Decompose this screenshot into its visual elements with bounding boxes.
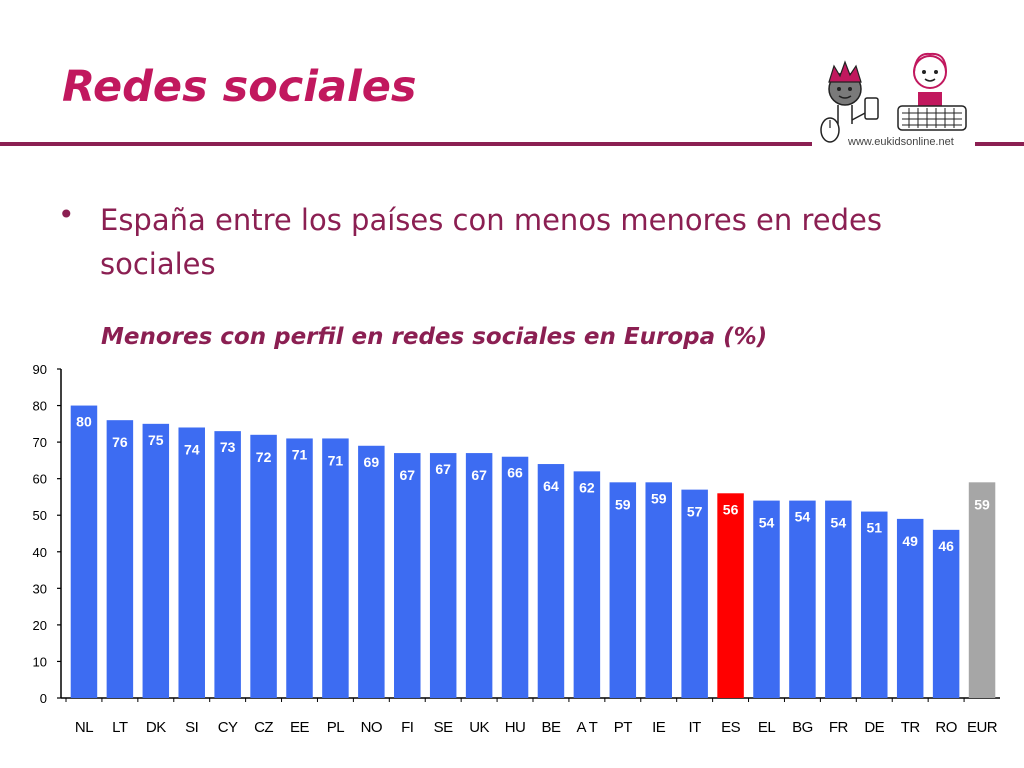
x-tick-label-cz: CZ: [254, 719, 273, 736]
x-tick-label-de: DE: [864, 719, 884, 736]
y-tick-label: 0: [40, 691, 47, 706]
x-tick-label-eur: EUR: [967, 719, 998, 736]
title-divider-right: [975, 142, 1024, 146]
x-tick-label-hu: HU: [505, 719, 526, 736]
data-label-ro: 46: [938, 538, 954, 554]
bar-ee: [286, 438, 313, 698]
bar-nl: [70, 405, 98, 698]
data-label-uk: 67: [471, 467, 487, 483]
bar-fi: [394, 453, 421, 698]
x-tick-label-pl: PL: [327, 719, 345, 736]
bar-lt: [106, 420, 134, 698]
x-tick-label-dk: DK: [146, 719, 166, 736]
x-tick-label-el: EL: [758, 719, 776, 736]
y-tick-label: 90: [33, 362, 47, 377]
bar-de: [861, 511, 888, 698]
data-label-no: 69: [364, 454, 380, 470]
data-label-pt: 59: [615, 496, 631, 512]
data-label-fi: 67: [399, 467, 415, 483]
data-label-fr: 54: [831, 515, 847, 531]
x-tick-label-se: SE: [434, 719, 454, 736]
bar-ro: [932, 529, 960, 698]
slide-title: Redes sociales: [62, 62, 417, 112]
y-tick-label: 70: [33, 435, 47, 450]
bar-dk: [142, 423, 170, 698]
bar-it: [681, 489, 708, 698]
bar-pl: [322, 438, 349, 698]
bar-chart: 0 10 20 30 40 50 60 70 80 90 80 NL 76 LT 75 DK 74 SI 73 CY 7…: [33, 362, 1000, 736]
bullet-marker: •: [58, 198, 75, 231]
x-tick-label-pt: PT: [614, 719, 633, 736]
x-tick-label-es: ES: [721, 719, 741, 736]
bar-cz: [250, 434, 277, 698]
data-label-es: 56: [723, 501, 739, 517]
x-tick-label-tr: TR: [901, 719, 921, 736]
bar-es: [717, 493, 744, 698]
y-tick-label: 10: [33, 654, 47, 669]
x-tick-label-cy: CY: [218, 719, 238, 736]
y-tick-label: 20: [33, 618, 47, 633]
bar-se: [429, 453, 457, 698]
y-tick-label: 50: [33, 508, 47, 523]
y-tick-label: 40: [33, 545, 47, 560]
data-label-lt: 76: [112, 434, 128, 450]
bar-si: [178, 427, 205, 698]
data-label-si: 74: [184, 441, 200, 457]
chart-title: Menores con perfil en redes sociales en …: [101, 324, 768, 350]
data-label-se: 67: [435, 461, 451, 477]
data-label-nl: 80: [76, 414, 92, 430]
data-label-pl: 71: [328, 452, 344, 468]
bar-el: [753, 500, 780, 698]
bar-at: [573, 471, 601, 698]
title-divider-left: [0, 142, 812, 146]
x-tick-label-at: A T: [577, 719, 598, 736]
bar-pt: [609, 482, 637, 698]
bar-no: [358, 445, 385, 698]
x-tick-label-it: IT: [688, 719, 701, 736]
y-tick-label: 80: [33, 399, 47, 414]
bar-bg: [789, 500, 816, 698]
x-tick-label-ie: IE: [652, 719, 666, 736]
bar-fr: [825, 500, 852, 698]
data-label-tr: 49: [902, 533, 918, 549]
bullet-text: España entre los países con menos menore…: [100, 203, 882, 281]
data-label-at: 62: [579, 479, 595, 495]
x-tick-label-bg: BG: [792, 719, 813, 736]
data-label-hu: 66: [507, 465, 523, 481]
x-tick-label-ro: RO: [935, 719, 957, 736]
logo-url: www.eukidsonline.net: [848, 136, 954, 148]
data-label-bg: 54: [795, 509, 811, 525]
x-tick-label-fr: FR: [829, 719, 849, 736]
x-tick-label-uk: UK: [469, 719, 489, 736]
x-tick-label-nl: NL: [75, 719, 93, 736]
x-tick-label-lt: LT: [112, 719, 128, 736]
bar-ie: [645, 482, 672, 698]
y-tick-label: 60: [33, 472, 47, 487]
x-tick-label-si: SI: [185, 719, 198, 736]
bar-be: [537, 464, 565, 698]
data-label-ie: 59: [651, 490, 667, 506]
eukidsonline-logo: [820, 52, 967, 143]
data-label-ee: 71: [292, 446, 308, 462]
data-label-el: 54: [759, 515, 775, 531]
data-label-cy: 73: [220, 439, 236, 455]
data-label-it: 57: [687, 504, 703, 520]
x-tick-label-ee: EE: [290, 719, 310, 736]
y-tick-label: 30: [33, 581, 47, 596]
data-label-dk: 75: [148, 432, 164, 448]
x-tick-label-be: BE: [541, 719, 561, 736]
data-label-de: 51: [866, 520, 882, 536]
x-tick-label-fi: FI: [401, 719, 413, 736]
x-tick-label-no: NO: [361, 719, 383, 736]
bar-eur: [968, 482, 996, 698]
data-label-cz: 72: [256, 449, 272, 465]
bar-uk: [465, 453, 493, 698]
bar-hu: [501, 456, 529, 698]
data-label-eur: 59: [974, 496, 990, 512]
bar-tr: [896, 518, 924, 698]
bar-cy: [214, 431, 241, 698]
data-label-be: 64: [543, 478, 559, 494]
